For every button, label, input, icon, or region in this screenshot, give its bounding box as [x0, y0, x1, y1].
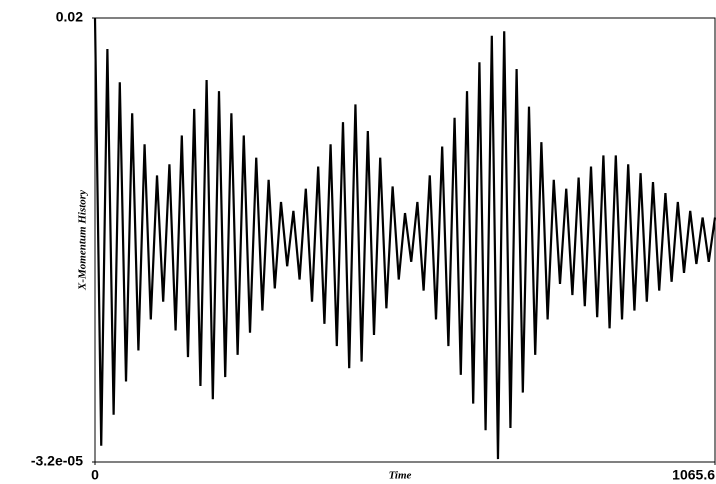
x-tick-label: 0 [91, 467, 99, 483]
data-line [93, 17, 716, 460]
x-axis-title: Time [389, 470, 412, 482]
x-tick-label: 1065.6 [672, 467, 715, 483]
y-tick-label: -3.2e-05 [31, 453, 83, 469]
plot-frame [94, 17, 716, 463]
y-tick-label: 0.02 [56, 9, 83, 25]
y-axis-title: X-Momentum History [77, 190, 89, 291]
